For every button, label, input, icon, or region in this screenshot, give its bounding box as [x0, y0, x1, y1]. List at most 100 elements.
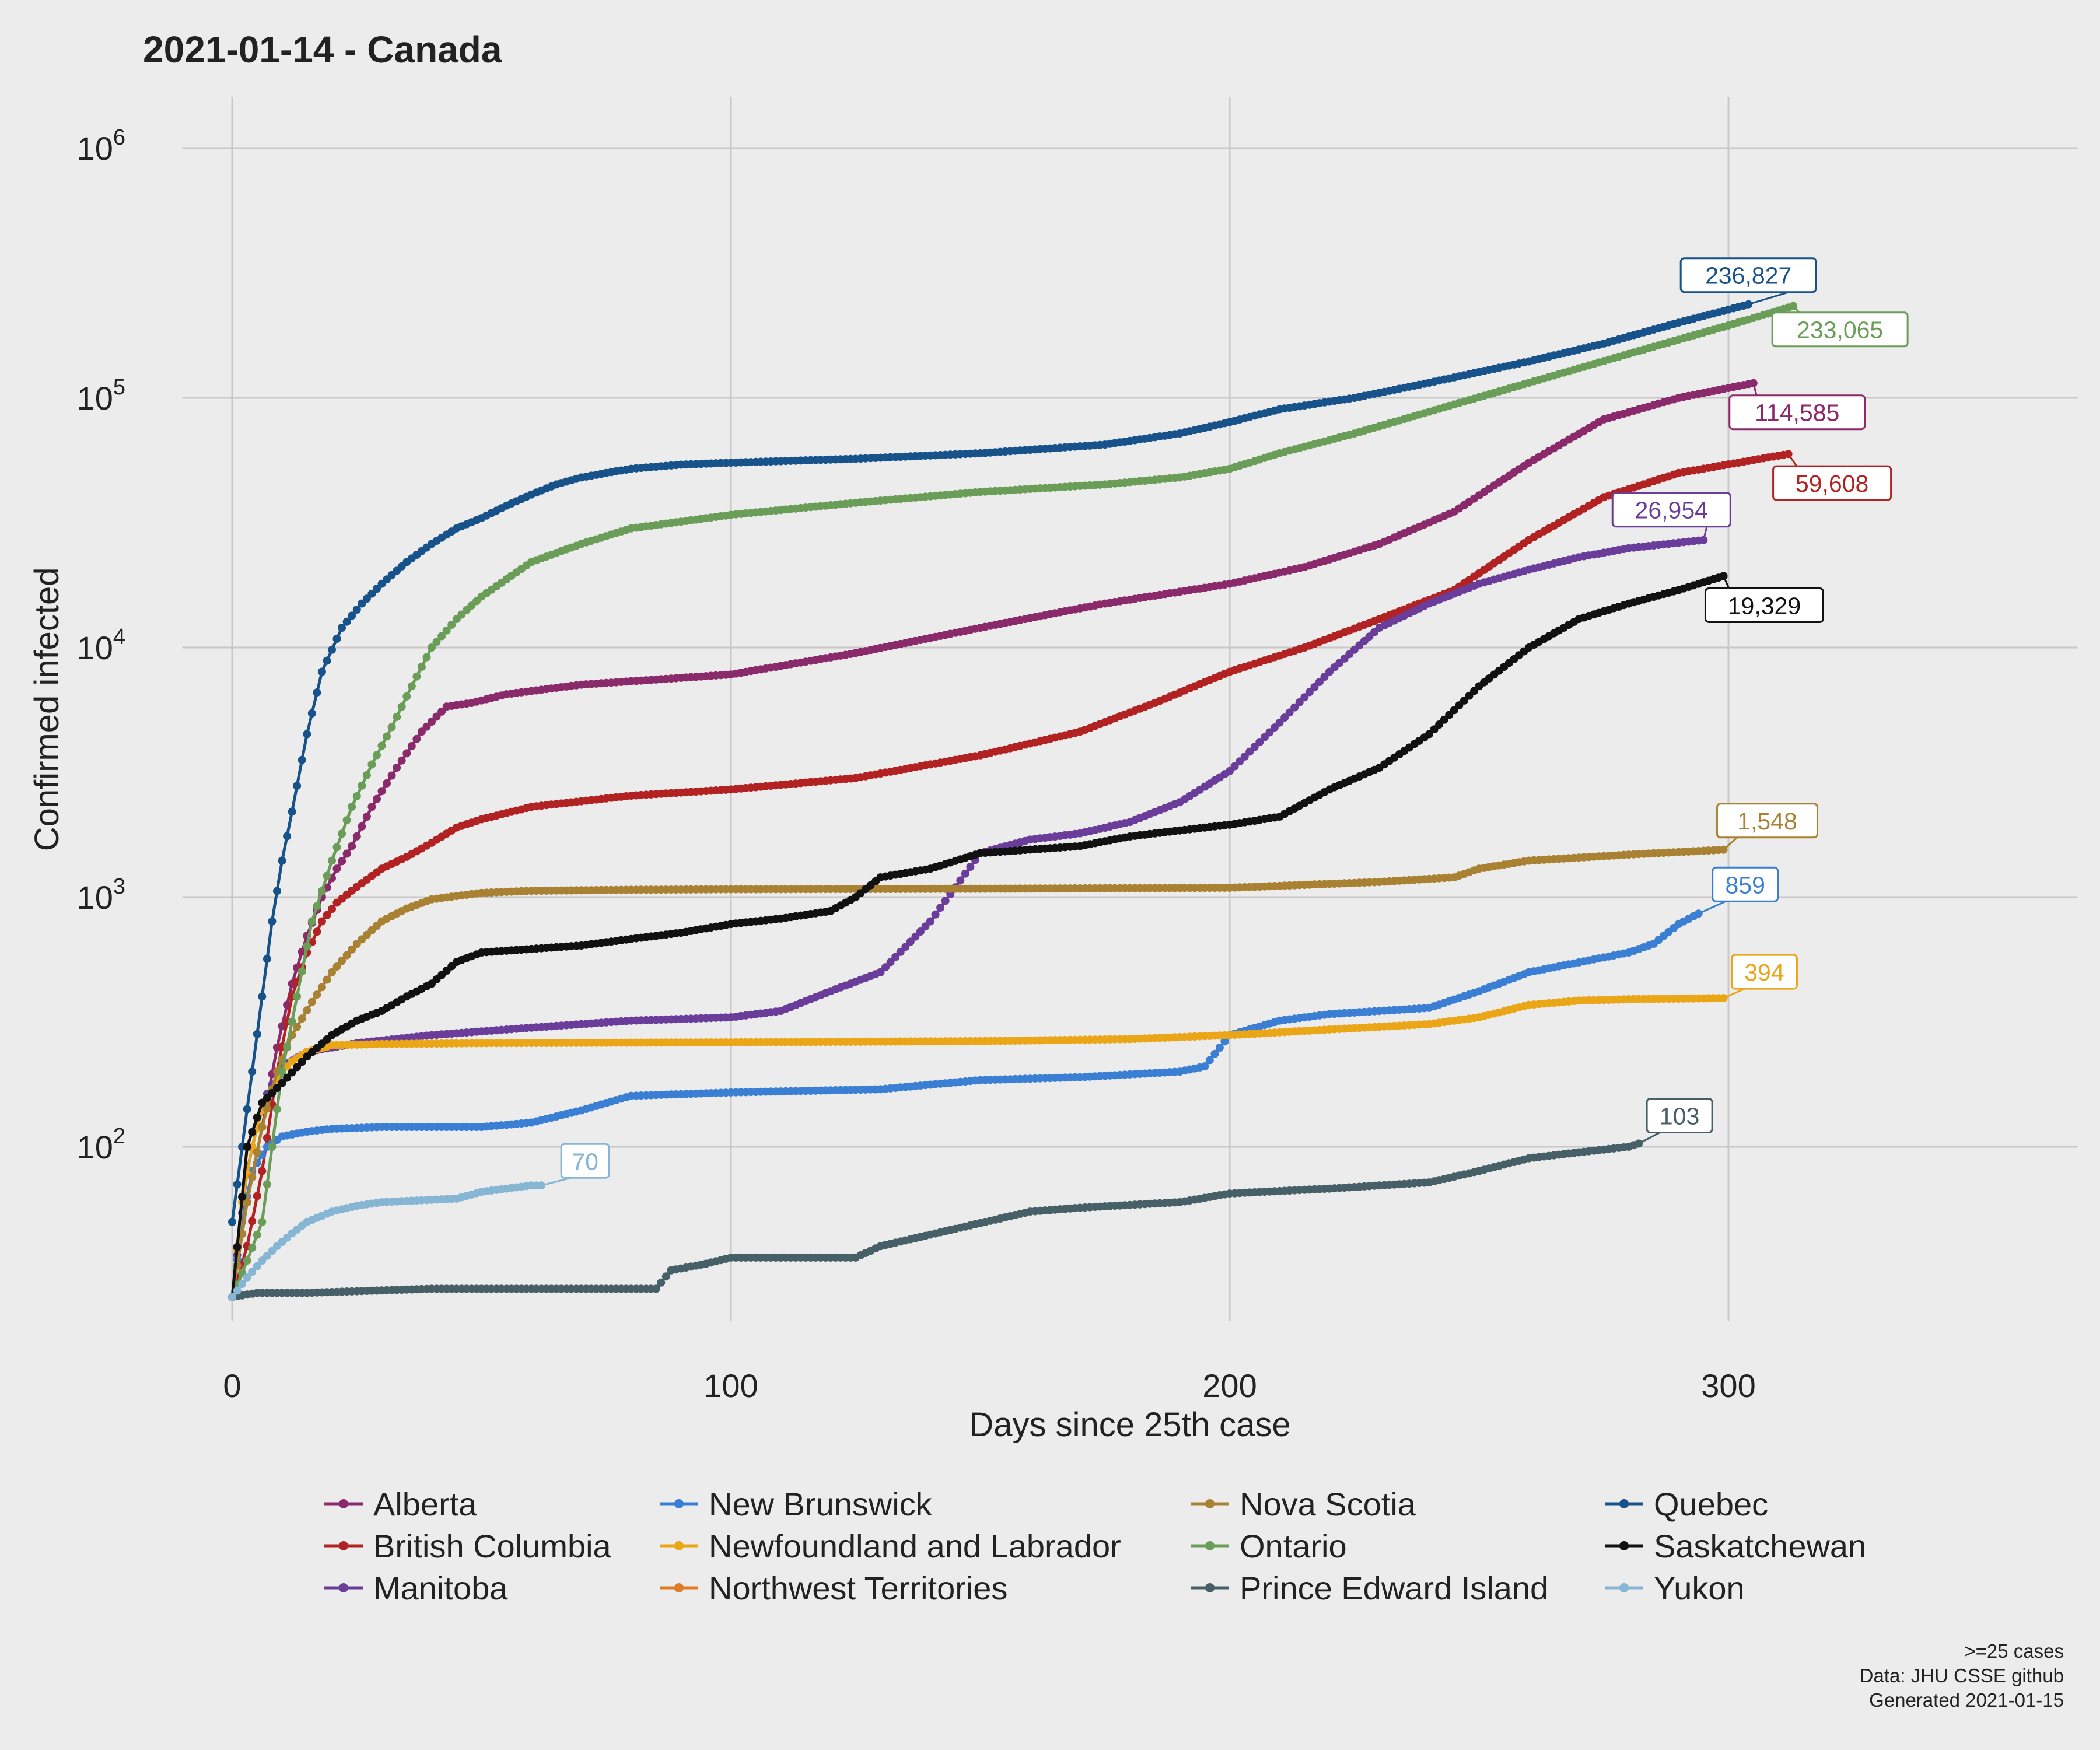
data-point	[233, 1180, 242, 1189]
caption-line: Data: JHU CSSE github	[1859, 1665, 2064, 1686]
data-point	[243, 1105, 251, 1114]
series-line	[230, 303, 1749, 1223]
data-point	[373, 794, 381, 803]
data-point	[921, 922, 930, 931]
data-point	[916, 928, 925, 936]
legend-key	[324, 1541, 363, 1550]
data-point	[387, 771, 396, 780]
data-point	[338, 857, 346, 866]
series-manitoba	[228, 536, 1708, 1301]
data-point	[931, 910, 940, 919]
data-point	[288, 1017, 296, 1026]
data-point	[253, 1113, 261, 1122]
legend-item-ontario: Ontario	[1187, 1527, 1601, 1565]
data-point	[348, 803, 356, 811]
end-label: 70	[541, 1143, 610, 1186]
y-tick-label: 106	[77, 125, 125, 167]
data-point	[1290, 703, 1299, 712]
legend-label: Quebec	[1654, 1485, 1769, 1522]
data-point	[262, 1104, 271, 1113]
data-point	[1210, 1049, 1219, 1058]
end-label: 114,585	[1728, 383, 1866, 430]
data-point	[253, 1262, 261, 1270]
data-point	[293, 782, 302, 790]
legend-item-prince-edward-island: Prince Edward Island	[1187, 1569, 1601, 1607]
data-point	[258, 1123, 267, 1132]
data-point	[283, 1073, 292, 1082]
legend-item-quebec: Quebec	[1601, 1485, 1951, 1523]
caption-line: Generated 2021-01-15	[1869, 1689, 2064, 1711]
data-point	[342, 816, 351, 825]
data-point	[956, 876, 965, 885]
data-point	[323, 656, 331, 665]
legend-key	[1605, 1499, 1643, 1508]
data-point	[397, 702, 406, 711]
data-point	[233, 1242, 242, 1251]
data-point	[328, 905, 336, 914]
data-point	[432, 712, 441, 721]
end-label-text: 114,585	[1755, 400, 1839, 426]
data-point	[248, 1217, 257, 1226]
data-point	[393, 764, 401, 772]
data-point	[438, 632, 446, 640]
legend-key	[324, 1499, 363, 1508]
data-point	[228, 1217, 236, 1226]
data-point	[317, 917, 326, 926]
data-point	[243, 1273, 251, 1282]
legend-item-nova-scotia: Nova Scotia	[1187, 1485, 1601, 1523]
data-point	[906, 937, 915, 946]
data-point	[298, 1058, 306, 1066]
data-point	[253, 1030, 261, 1038]
legend-label: Manitoba	[373, 1569, 508, 1606]
data-point	[328, 968, 336, 977]
data-point	[362, 813, 371, 821]
legend-label: Prince Edward Island	[1240, 1569, 1549, 1606]
data-point	[303, 942, 312, 951]
data-point	[1205, 1056, 1214, 1065]
y-tick-label: 105	[77, 375, 125, 416]
data-point	[407, 682, 416, 691]
data-point	[317, 667, 326, 676]
data-point	[432, 638, 441, 646]
data-point	[1220, 1037, 1229, 1046]
data-point	[342, 849, 351, 858]
data-point	[298, 755, 306, 764]
data-point	[248, 1173, 257, 1181]
end-label-text: 103	[1660, 1103, 1699, 1130]
data-point	[313, 688, 321, 697]
data-point	[313, 991, 321, 999]
end-label-text: 19,329	[1728, 593, 1801, 620]
x-tick-label: 300	[1701, 1367, 1755, 1404]
legend-key	[324, 1583, 363, 1592]
y-tick-label: 102	[77, 1124, 125, 1166]
data-point	[1310, 682, 1319, 691]
data-point	[926, 917, 935, 926]
end-label: 394	[1723, 954, 1798, 999]
data-point	[307, 998, 316, 1006]
legend-key	[1191, 1583, 1229, 1592]
data-point	[323, 911, 331, 919]
end-label: 859	[1698, 866, 1779, 915]
data-point	[303, 1006, 312, 1014]
data-point	[438, 707, 446, 716]
data-point	[258, 1217, 267, 1226]
data-point	[328, 856, 336, 865]
data-point	[307, 917, 316, 926]
data-point	[373, 751, 381, 760]
data-point	[278, 1079, 286, 1087]
end-labels-layer: 114,585 59,608 26,954 859 394 1,548 233,065 103…	[541, 257, 1909, 1186]
data-point	[402, 692, 411, 701]
end-label: 103	[1638, 1098, 1713, 1144]
data-point	[323, 872, 331, 880]
data-point	[293, 992, 302, 1001]
data-point	[1320, 673, 1329, 681]
data-point	[338, 624, 346, 632]
data-point	[262, 954, 271, 963]
data-point	[313, 902, 321, 911]
legend-item-british-columbia: British Columbia	[321, 1527, 656, 1565]
data-point	[422, 653, 431, 662]
data-point	[288, 1068, 296, 1077]
legend-label: British Columbia	[373, 1527, 611, 1564]
legend-label: Northwest Territories	[709, 1569, 1008, 1606]
x-tick-label: 200	[1202, 1367, 1256, 1404]
